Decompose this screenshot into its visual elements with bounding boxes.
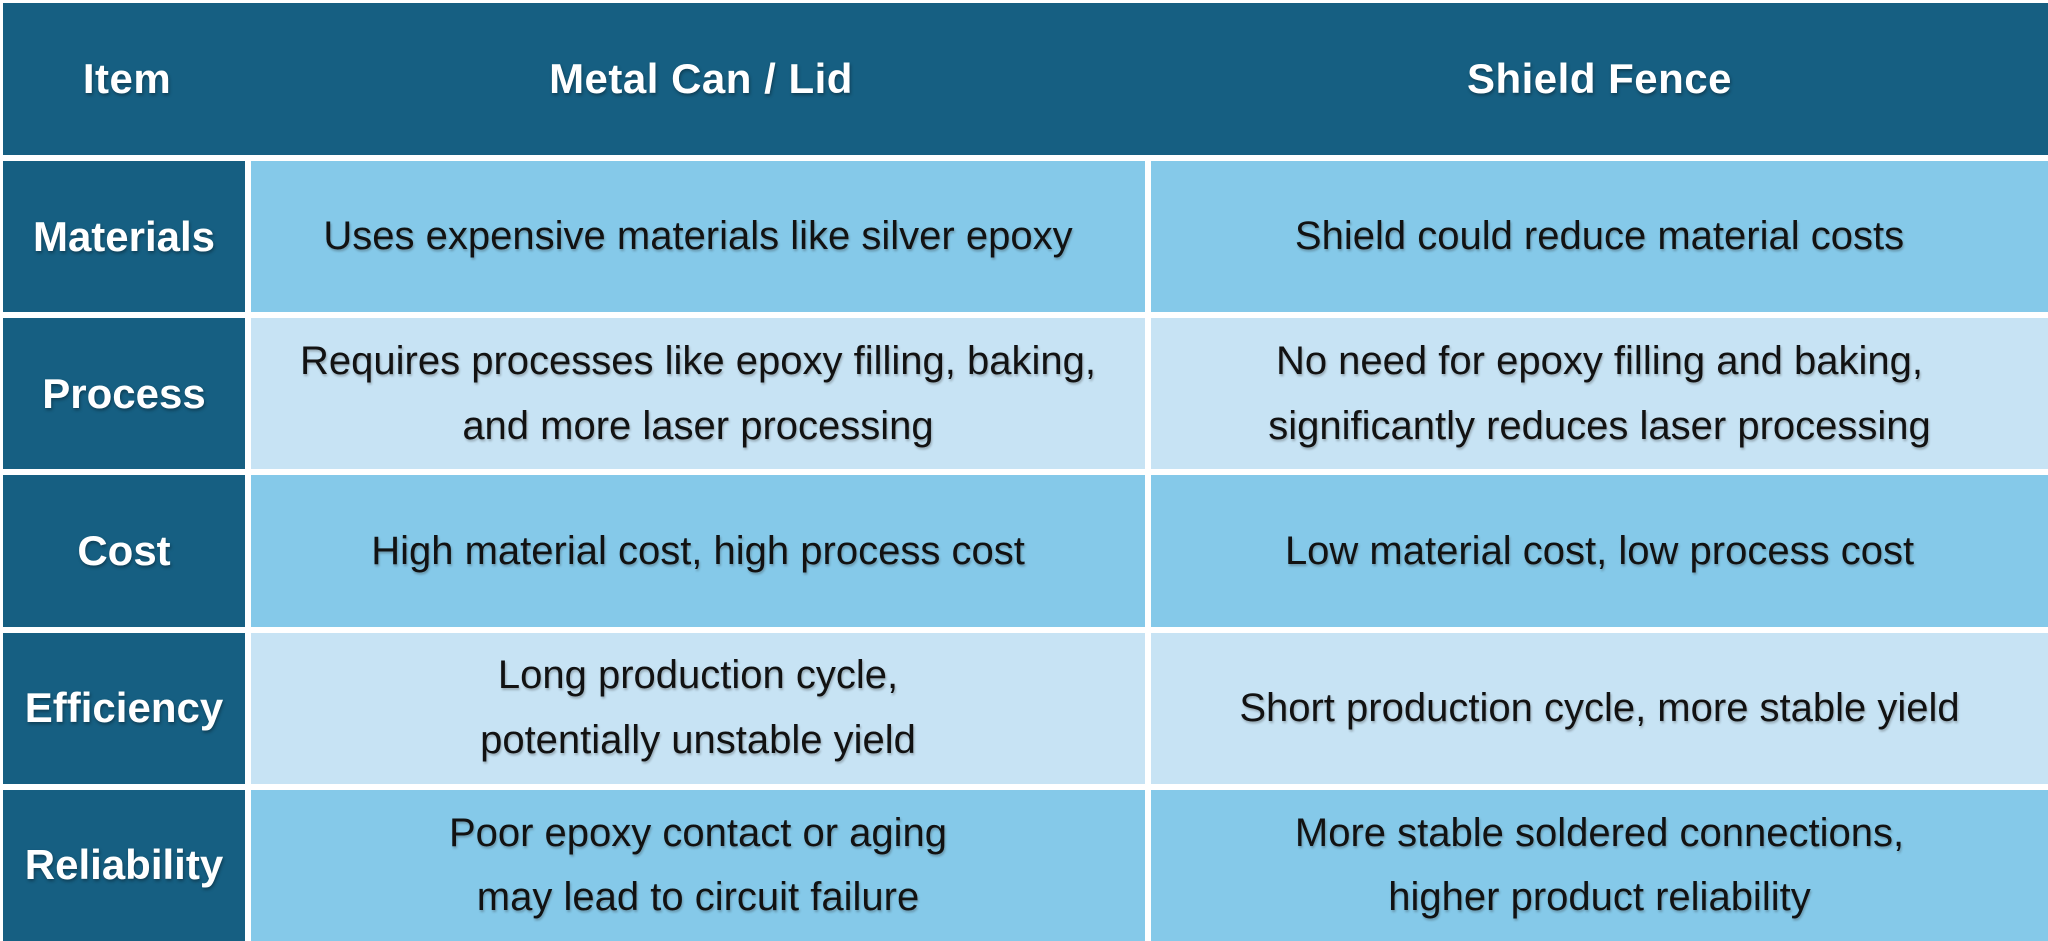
cell-cost-metal-can-lid: High material cost, high process cost [251, 475, 1145, 627]
row-header-process: Process [3, 318, 245, 470]
cell-cost-shield-fence: Low material cost, low process cost [1151, 475, 2048, 627]
cell-materials-metal-can-lid: Uses expensive materials like silver epo… [251, 161, 1145, 313]
cell-materials-shield-fence: Shield could reduce material costs [1151, 161, 2048, 313]
row-header-efficiency: Efficiency [3, 632, 245, 784]
column-header-metal-can-lid: Metal Can / Lid [549, 55, 853, 102]
cell-efficiency-shield-fence: Short production cycle, more stable yiel… [1151, 632, 2048, 784]
cell-process-shield-fence: No need for epoxy filling and baking, si… [1151, 318, 2048, 470]
row-header-materials: Materials [3, 161, 245, 313]
column-header-shield-fence: Shield Fence [1466, 55, 1733, 102]
table-header-row: Item Metal Can / Lid Shield Fence [3, 3, 2048, 155]
cell-reliability-metal-can-lid: Poor epoxy contact or aging may lead to … [251, 789, 1145, 941]
row-header-cost: Cost [3, 475, 245, 627]
row-header-reliability: Reliability [3, 789, 245, 941]
cell-efficiency-metal-can-lid: Long production cycle, potentially unsta… [251, 632, 1145, 784]
cell-process-metal-can-lid: Requires processes like epoxy filling, b… [251, 318, 1145, 470]
column-header-item: Item [82, 55, 172, 102]
cell-reliability-shield-fence: More stable soldered connections, higher… [1151, 789, 2048, 941]
